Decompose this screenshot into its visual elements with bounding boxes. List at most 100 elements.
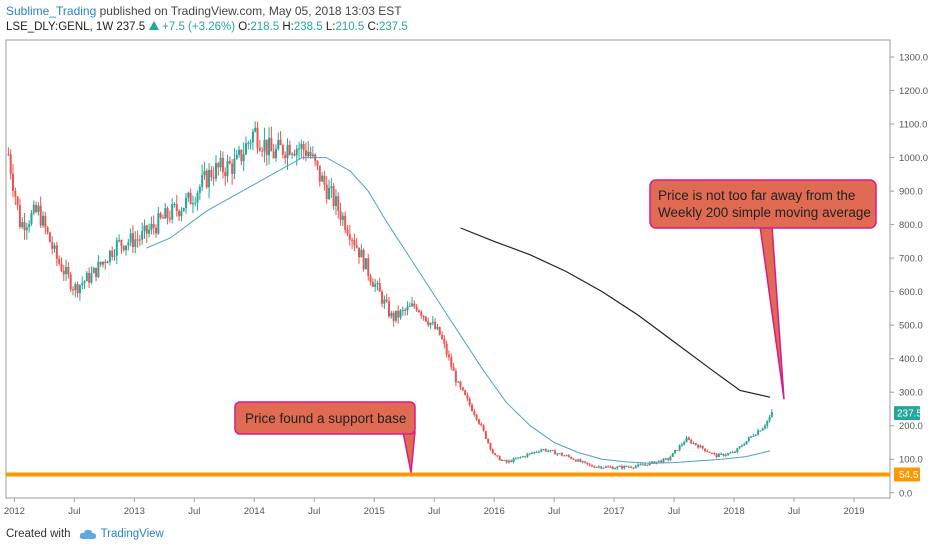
candle-body xyxy=(58,258,61,264)
candle-body xyxy=(464,390,467,396)
candle-body xyxy=(18,205,21,228)
candle-body xyxy=(593,466,596,468)
candle-body xyxy=(461,387,464,391)
candle-body xyxy=(595,466,598,468)
candle-body xyxy=(316,160,319,166)
candle-body xyxy=(708,451,711,453)
candle-body xyxy=(364,258,367,270)
candle-body xyxy=(258,147,261,151)
candle-body xyxy=(519,457,522,459)
candle-body xyxy=(203,170,206,176)
candle-body xyxy=(270,137,273,152)
y-tick-label: 900.0 xyxy=(899,187,923,198)
candle-body xyxy=(240,149,243,162)
candle-body xyxy=(590,465,593,467)
candle-body xyxy=(189,192,192,205)
candle-body xyxy=(302,144,305,151)
candle-body xyxy=(565,455,568,457)
candle-body xyxy=(422,315,425,317)
candle-body xyxy=(383,299,386,304)
candle-body xyxy=(757,430,760,435)
author-link[interactable]: Sublime_Trading xyxy=(6,4,97,18)
y-tick-label: 800.0 xyxy=(899,220,923,231)
short-sma-line xyxy=(146,157,771,464)
candle-body xyxy=(288,144,291,155)
candle-body xyxy=(166,208,169,218)
candle-body xyxy=(567,455,570,457)
candle-body xyxy=(247,142,250,144)
candle-body xyxy=(157,213,160,234)
x-tick-label: 2015 xyxy=(364,506,385,517)
candle-body xyxy=(602,467,605,469)
candle-body xyxy=(14,190,17,197)
candle-body xyxy=(620,466,623,469)
candle-body xyxy=(334,196,337,207)
candle-body xyxy=(226,161,229,177)
candle-body xyxy=(452,367,455,371)
candle-body xyxy=(111,250,114,257)
candle-body xyxy=(85,272,88,282)
candle-body xyxy=(715,453,718,458)
candle-body xyxy=(16,196,19,206)
candle-body xyxy=(531,452,534,454)
candle-body xyxy=(431,321,434,323)
candle-body xyxy=(623,465,626,469)
x-tick-label: 2016 xyxy=(484,506,505,517)
candle-body xyxy=(385,299,388,302)
candle-body xyxy=(417,310,420,312)
candle-body xyxy=(704,448,707,451)
candle-body xyxy=(298,148,301,150)
candle-body xyxy=(196,192,199,203)
tradingview-logo-icon xyxy=(79,529,96,539)
candle-body xyxy=(745,440,748,445)
candle-body xyxy=(473,411,476,415)
candle-body xyxy=(48,232,51,243)
candle-body xyxy=(155,227,158,234)
candle-body xyxy=(108,250,111,262)
candle-body xyxy=(159,213,162,218)
candle-body xyxy=(554,450,557,455)
candle-body xyxy=(586,462,589,465)
x-tick-label: 2014 xyxy=(244,506,265,517)
candle-body xyxy=(161,217,164,219)
candle-body xyxy=(143,225,146,232)
candle-body xyxy=(584,461,587,463)
candle-body xyxy=(182,207,185,212)
candle-body xyxy=(67,266,70,275)
candle-body xyxy=(387,301,390,317)
candle-body xyxy=(501,460,504,462)
candle-body xyxy=(537,451,540,453)
candle-body xyxy=(23,222,26,231)
candle-body xyxy=(514,458,517,460)
candle-body xyxy=(759,430,762,432)
candle-body xyxy=(138,239,141,241)
candle-body xyxy=(664,458,667,460)
candle-body xyxy=(397,310,400,318)
tradingview-brand-link[interactable]: TradingView xyxy=(100,528,164,540)
candle-body xyxy=(115,240,118,256)
price-badge-text: 237.5 xyxy=(897,409,922,420)
candle-body xyxy=(30,212,33,225)
candle-body xyxy=(597,466,600,468)
candle-body xyxy=(46,227,49,233)
candle-body xyxy=(625,465,628,467)
candle-body xyxy=(680,444,683,446)
candle-body xyxy=(242,154,245,162)
candle-body xyxy=(53,245,56,249)
x-tick-label: Jul xyxy=(548,506,560,517)
candle-body xyxy=(549,450,552,452)
candle-body xyxy=(729,452,732,454)
candle-body xyxy=(122,245,125,251)
candle-body xyxy=(570,456,573,459)
candle-body xyxy=(512,458,515,462)
candle-body xyxy=(498,456,501,461)
candle-body xyxy=(411,303,414,307)
candle-body xyxy=(466,395,469,399)
candle-body xyxy=(99,261,102,265)
candle-body xyxy=(408,306,411,308)
candle-body xyxy=(374,284,377,287)
x-tick-label: Jul xyxy=(428,506,440,517)
y-tick-label: 500.0 xyxy=(899,321,923,332)
candle-body xyxy=(535,451,538,453)
